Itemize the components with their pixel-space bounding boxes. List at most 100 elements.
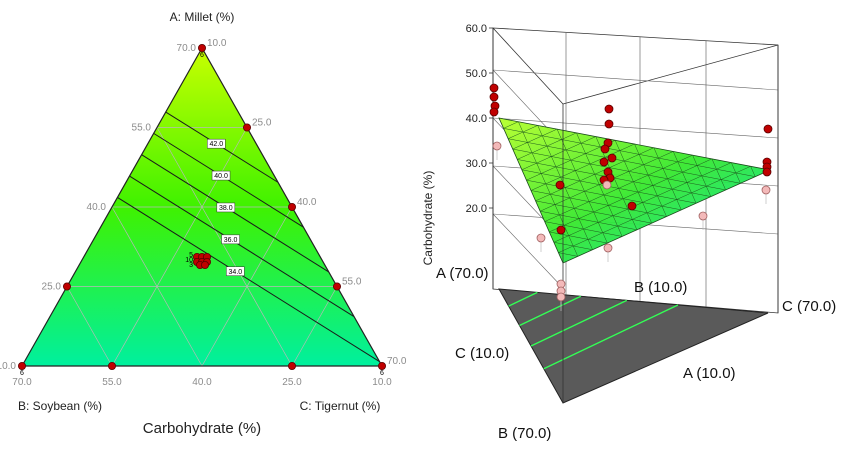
z-tick-label: 20.0 [466,203,487,215]
observation-point [607,153,617,163]
grid-line [111,127,248,367]
tick-label-a: 55.0 [132,123,152,134]
mesh-line [558,252,578,257]
contour-label-box [207,138,226,149]
box-front-edges [492,28,779,403]
observation-points [489,83,773,302]
tick-label-c: 70.0 [387,356,407,367]
contour-line [129,175,355,318]
observation-point [698,211,708,221]
base-contour-line [530,299,628,347]
mesh-line [526,140,616,181]
observation-point [627,201,637,211]
surface-3d-plot: 60.0 50.0 40.0 30.0 20.0 Carbohydrate (%) A … [421,23,836,442]
mesh-line [544,154,693,222]
corner-label-a-high: A (70.0) [436,265,489,282]
mesh-line [634,143,667,217]
base-contour-line [543,304,679,370]
contour-label-box [216,202,236,213]
mesh-line [518,121,579,257]
mesh-line [535,147,654,202]
observation-point [555,180,565,190]
grid-line [201,206,293,367]
corner-label-c-high: C (70.0) [782,298,836,315]
grid-line [492,69,779,91]
ternary-tick-labels: 70.0 55.0 40.0 25.0 10.0 10.0 25.0 40.0 55.0 70.0… [0,38,407,388]
z-tick-label: 30.0 [466,158,487,170]
contour-label-box [211,170,231,181]
point-count-label: 10 [185,257,193,264]
tick-label-b: 25.0 [282,377,302,388]
ternary-gridlines [66,127,338,367]
contour-label-box [221,234,240,245]
observation-point [489,107,499,117]
mesh-line [530,190,667,217]
tick-label-a: 25.0 [42,282,62,293]
observation-point [604,104,614,114]
contour-lines: 42.0 40.0 38.0 36.0 34.0 [117,111,380,362]
contour-label: 42.0 [209,141,223,148]
mesh-line [503,128,756,177]
contour-label: 34.0 [229,269,243,276]
design-point [197,44,206,53]
tick-label-b: 10.0 [372,377,392,388]
tick-label-c: 10.0 [207,38,227,49]
observation-point [556,292,566,302]
observation-point [600,144,610,154]
point-count-label: 6 [200,52,204,59]
tick-label-c: 55.0 [342,277,362,288]
observation-point [556,225,566,235]
tick-label-a: 10.0 [0,361,16,372]
mesh-line [750,166,756,177]
mesh-line [521,136,596,171]
point-count-label: 6 [380,370,384,377]
design-point [108,361,117,370]
mesh-line [508,125,538,139]
vertex-label-soybean: B: Soybean (%) [18,399,102,413]
corner-label-a-low: A (10.0) [683,365,736,382]
mesh-line [711,158,726,191]
grid-line [66,286,113,367]
grid-line [156,127,293,367]
box-edge [562,44,779,105]
base-contour-line [508,291,538,307]
grid-line [492,117,779,139]
observation-point [602,180,612,190]
tick-label-b: 40.0 [192,377,212,388]
base-contour-line [519,295,582,327]
z-axis-ticks: 60.0 50.0 40.0 30.0 20.0 [466,23,493,215]
vertex-label-tigernut: C: Tigernut (%) [300,399,381,413]
grid-line [492,213,564,289]
ternary-contour-plot: 42.0 40.0 38.0 36.0 34.0 70.0 55.0 40.0 25.0 10.… [0,10,407,437]
observation-point [489,92,499,102]
mesh-line [503,121,519,129]
tick-label-a: 40.0 [87,202,107,213]
z-tick-label: 60.0 [466,23,487,35]
observation-point [489,83,499,93]
design-point [287,202,296,211]
mesh-line [672,151,697,204]
observation-point [603,243,613,253]
observation-point [763,124,773,134]
z-axis-title: Carbohydrate (%) [421,171,435,266]
grid-line [291,286,338,367]
contour-label-box [226,266,245,277]
observation-point [492,141,502,151]
mesh-line [556,129,608,244]
observation-point [762,167,772,177]
mesh-line [517,132,577,160]
vertex-label-millet: A: Millet (%) [170,10,235,24]
design-point [63,282,72,291]
point-count-label: 5 [189,252,193,259]
z-tick-label: 50.0 [466,68,487,80]
tick-label-b: 55.0 [102,377,122,388]
mesh-line [558,166,751,253]
design-point [242,123,251,132]
mesh-line [512,128,558,150]
x-axis-title: Carbohydrate (%) [143,420,261,437]
corner-label-b-low: B (10.0) [634,279,687,296]
z-tick-label: 40.0 [466,113,487,125]
mesh-line [512,148,726,191]
contour-label: 36.0 [224,237,238,244]
